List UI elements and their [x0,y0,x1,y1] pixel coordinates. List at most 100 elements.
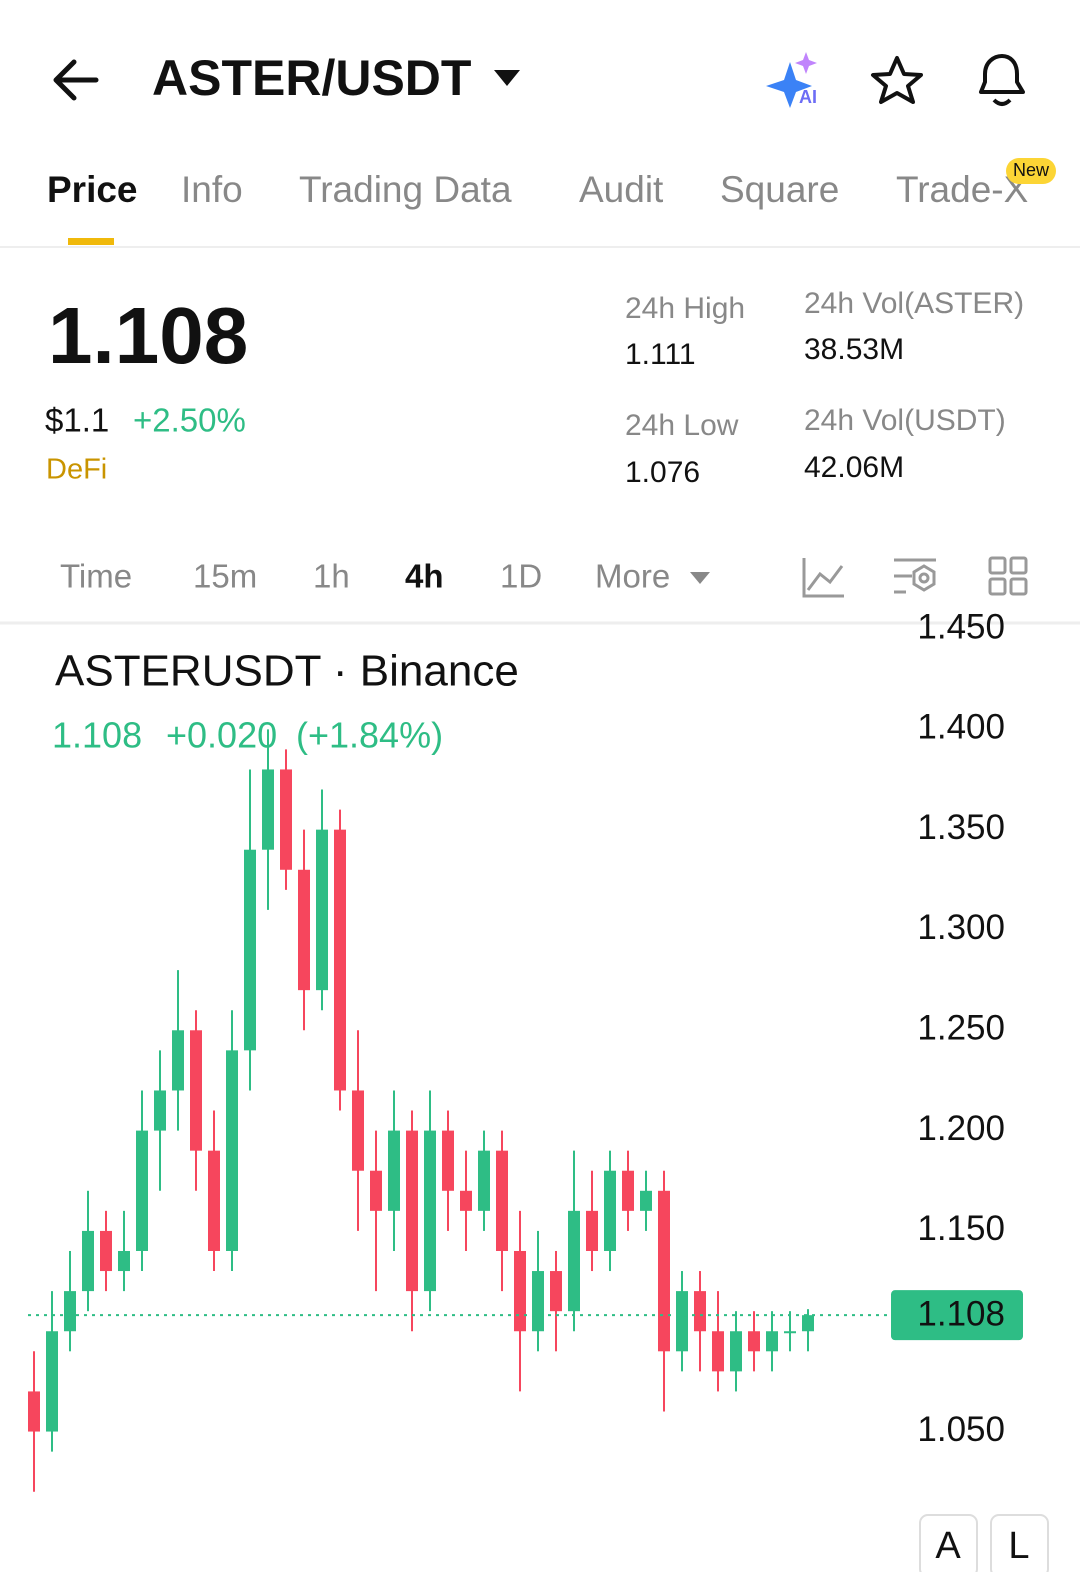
candle-body [568,1210,580,1312]
y-tick-label: 1.300 [917,908,1005,947]
candle-body [226,1050,238,1251]
settings-lines [894,558,936,594]
chart-button[interactable] [990,1514,1049,1572]
timeframe[interactable]: 4h [405,558,444,595]
candle-body [640,1190,652,1211]
pair-dropdown[interactable] [494,70,520,86]
timeframe[interactable]: Time [60,558,132,595]
candle-body [298,869,310,991]
grid-cell [988,577,1007,596]
new-badge-label: New [1013,160,1050,180]
candle-body [406,1130,418,1292]
y-tick-label: 1.450 [917,607,1005,646]
candle-body [316,829,328,991]
ai-sparkle [766,62,812,108]
tab[interactable]: Info [181,169,243,210]
tab[interactable]: Price [47,169,138,210]
candle-body [442,1130,454,1191]
favorite-button[interactable] [871,56,923,104]
candle-body [550,1271,562,1312]
current-price-label: 1.108 [917,1294,1005,1333]
indicator-button[interactable] [802,558,844,598]
y-tick-label: 1.200 [917,1109,1005,1148]
tab-bar: Price Info Trading Data Audit Square Trade-X [47,169,1028,210]
candlestick-chart: 1.450 1.400 1.350 1.300 1.250 1.200 1.150 1.050… [28,607,1023,1492]
candle-body [424,1130,436,1292]
y-tick-label: 1.250 [917,1009,1005,1048]
chart-quote: 1.108 [52,715,142,756]
last-price: 1.108 [48,291,248,380]
candle-body [676,1291,688,1352]
chart-button-label[interactable]: A [935,1525,961,1567]
candle-body [658,1190,670,1352]
candle-body [532,1271,544,1332]
candle-body [478,1150,490,1211]
chart-change-pct: (+1.84%) [296,715,443,756]
current-price-box [891,1290,1023,1341]
stat-label: 24h Low [625,409,739,442]
chart-change: +0.020 [166,715,277,756]
candle-body [280,769,292,870]
candle-body [172,1030,184,1091]
back-button[interactable] [53,59,99,101]
stat-label: 24h Vol(ASTER) [804,287,1024,320]
candle-body [712,1331,724,1372]
candle-body [352,1090,364,1171]
ai-label: AI [799,87,817,107]
chart-button-label[interactable]: L [1008,1525,1029,1567]
new-badge [1006,158,1056,184]
ai-sparkle-small [795,52,817,74]
timeframe[interactable]: 1h [313,558,350,595]
candle-body [730,1331,742,1372]
ai-button[interactable]: AI [766,52,817,108]
bell-icon [979,54,1025,94]
candle-body [802,1315,814,1332]
chart-title: ASTERUSDT · Binance [55,647,519,696]
grid-cell [1009,577,1028,596]
candle-body [28,1391,40,1432]
stat-label: 24h High [625,292,745,325]
candle-body [514,1250,526,1332]
timeframe[interactable]: 1D [500,558,542,595]
candle-body [388,1130,400,1211]
candle-body [262,769,274,850]
grid-cell [988,556,1007,575]
chart-button[interactable] [919,1514,978,1572]
tab[interactable]: Audit [579,169,664,210]
timeframe[interactable]: 15m [193,558,257,595]
y-tick-label: 1.150 [917,1209,1005,1248]
candle-body [370,1170,382,1211]
timeframe-bar: Time 15m 1h 4h 1D More [60,558,670,595]
alert-button[interactable] [979,54,1025,106]
candle-body [496,1150,508,1251]
indicator-icon [802,558,844,598]
timeframe[interactable]: More [595,558,670,595]
settings-dot [918,572,930,584]
sector-tag[interactable]: DeFi [46,454,107,486]
stat-value: 1.076 [625,456,700,489]
tab[interactable]: Trade-X [896,169,1028,210]
candle-body [136,1130,148,1251]
stat-value: 38.53M [804,333,904,366]
back-arrow [53,59,99,101]
candle-body [118,1250,130,1272]
candle-body [622,1170,634,1211]
y-tick-label: 1.400 [917,708,1005,747]
candle-body [46,1331,58,1432]
tab[interactable]: Square [720,169,839,210]
y-tick-label: 1.050 [917,1410,1005,1449]
tab[interactable]: Trading Data [299,169,512,210]
tab-indicator [68,238,114,245]
price-change: +2.50% [133,402,246,439]
pair-title[interactable]: ASTER/USDT [152,50,471,106]
more-dropdown[interactable] [690,572,710,584]
candle-body [694,1291,706,1332]
candle-body [460,1190,472,1211]
y-tick-label: 1.350 [917,808,1005,847]
settings-hex [912,564,936,592]
candle-body [334,829,346,1091]
settings-button[interactable] [894,558,936,594]
grid-cell [1009,556,1028,575]
layout-button[interactable] [988,556,1028,596]
